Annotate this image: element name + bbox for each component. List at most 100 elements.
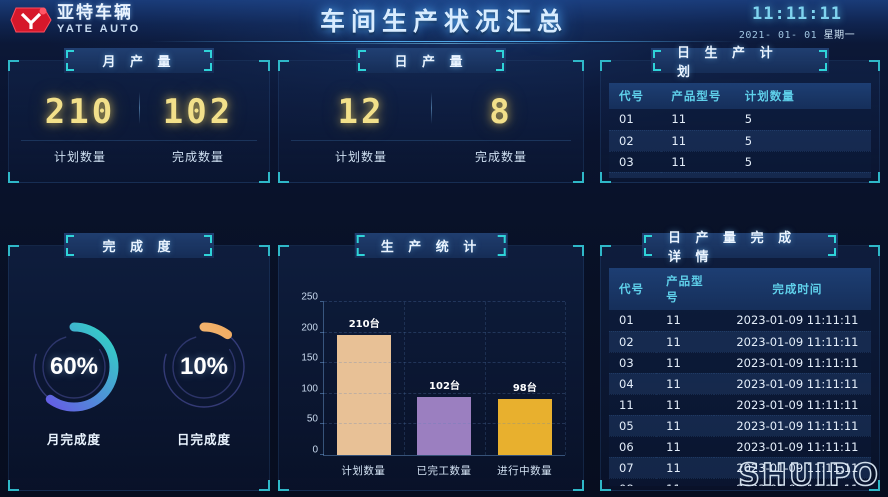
table-cell: 03 bbox=[609, 352, 657, 374]
table-cell: 2023-01-09 11:11:11 bbox=[713, 394, 871, 416]
table-cell: 11 bbox=[656, 352, 714, 374]
page-title: 车间生产状况汇总 bbox=[319, 7, 568, 36]
y-axis-tick-mark bbox=[320, 331, 324, 333]
x-axis-label: 进行中数量 bbox=[497, 465, 553, 477]
table-row[interactable]: 01 11 2023-01-09 11:11:11 bbox=[609, 310, 871, 332]
chart-bar[interactable]: 102台 bbox=[417, 381, 472, 455]
corner-bracket-icon bbox=[259, 245, 270, 256]
table-row[interactable]: 08112023-01-09 11:11:11 bbox=[609, 478, 871, 486]
title-corner-icon bbox=[358, 63, 366, 71]
chart-bar[interactable]: 98台 bbox=[497, 383, 552, 455]
title-corner-icon bbox=[653, 50, 661, 58]
daily-detail-table-head: 代号 产品型号 完成时间 bbox=[609, 268, 871, 310]
daily-detail-table-wrap[interactable]: 代号 产品型号 完成时间 01 11 2023-01-09 11:11:11 02 11… bbox=[609, 268, 871, 486]
table-cell: 02 bbox=[609, 331, 657, 353]
y-axis-tick-mark bbox=[320, 454, 324, 455]
table-cell: 06 bbox=[609, 436, 657, 458]
daily-plan-table: 代号 产品型号 计划数量 01115021150311504115 bbox=[609, 83, 871, 178]
daily-completed-value: 8 bbox=[489, 91, 513, 132]
logo-text-en: YATE AUTO bbox=[57, 23, 141, 35]
daily-planned-value: 12 bbox=[337, 91, 385, 132]
table-row[interactable]: 11 11 2023-01-09 11:11:11 bbox=[609, 394, 871, 416]
title-corner-icon bbox=[497, 248, 506, 256]
corner-bracket-icon bbox=[600, 245, 611, 256]
table-cell: 03 bbox=[609, 151, 662, 173]
table-cell: 2023-01-09 11:11:11 bbox=[713, 310, 871, 332]
header-divider-line-secondary bbox=[300, 43, 590, 44]
logo-text: 亚特车辆 YATE AUTO bbox=[57, 5, 141, 35]
panel-daily-plan-title-text: 日 生 产 计 划 bbox=[677, 45, 778, 80]
panel-completion-body: 60% 月完成度 10% 日完成度 bbox=[8, 245, 270, 491]
title-corner-icon bbox=[828, 248, 836, 256]
panel-production-stats-title: 生 产 统 计 bbox=[354, 233, 508, 258]
panel-daily-detail-body: 代号 产品型号 完成时间 01 11 2023-01-09 11:11:11 02 11… bbox=[600, 245, 880, 491]
table-cell: 04 bbox=[609, 172, 662, 178]
panel-daily-detail-title-text: 日 产 量 完 成 详 情 bbox=[668, 230, 797, 265]
daily-planned-value-cell: 12 bbox=[291, 92, 431, 132]
table-row[interactable]: 03 11 2023-01-09 11:11:11 bbox=[609, 352, 871, 374]
vertical-divider bbox=[139, 92, 140, 125]
title-corner-icon bbox=[644, 248, 652, 256]
table-row[interactable]: 02 11 5 bbox=[609, 130, 871, 152]
corner-bracket-icon bbox=[600, 480, 611, 491]
table-row[interactable]: 04115 bbox=[609, 172, 871, 178]
table-cell: 11 bbox=[661, 109, 735, 131]
chart-bar[interactable]: 210台 bbox=[337, 319, 392, 455]
title-corner-icon bbox=[66, 63, 74, 71]
y-axis-tick-mark bbox=[320, 301, 324, 302]
table-cell: 2023-01-09 11:11:11 bbox=[713, 415, 871, 437]
table-cell: 11 bbox=[656, 436, 714, 458]
logo-text-cn: 亚特车辆 bbox=[57, 3, 133, 23]
table-row[interactable]: 05 11 2023-01-09 11:11:11 bbox=[609, 415, 871, 437]
table-cell: 5 bbox=[734, 151, 871, 173]
table-row[interactable]: 06 11 2023-01-09 11:11:11 bbox=[609, 436, 871, 458]
daily-completed-value-cell: 8 bbox=[431, 92, 571, 132]
gauge-label: 月完成度 bbox=[46, 431, 101, 447]
gauge-value: 10% bbox=[179, 352, 229, 380]
table-cell: 2023-01-09 11:11:11 bbox=[713, 331, 871, 353]
table-cell: 11 bbox=[656, 457, 714, 479]
y-axis-tick-label: 0 bbox=[312, 444, 318, 456]
panel-monthly-output-title-text: 月 产 量 bbox=[102, 55, 176, 70]
clock-date-value: 2021- 01- 01 bbox=[738, 30, 818, 41]
table-row[interactable]: 03 11 5 bbox=[609, 151, 871, 173]
table-cell: 01 bbox=[609, 310, 657, 332]
panel-daily-plan: 代号 产品型号 计划数量 01115021150311504115 日 生 产 … bbox=[600, 46, 880, 183]
table-cell: 04 bbox=[609, 373, 657, 395]
table-row[interactable]: 07 11 2023-01-09 11:11:11 bbox=[609, 457, 871, 479]
corner-bracket-icon bbox=[573, 60, 584, 71]
company-logo: 亚特车辆 YATE AUTO bbox=[10, 5, 141, 35]
daily-detail-table: 代号 产品型号 完成时间 01 11 2023-01-09 11:11:11 02 11… bbox=[609, 268, 871, 486]
completion-gauges: 60% 月完成度 10% 日完成度 bbox=[9, 280, 269, 484]
panel-daily-detail: 代号 产品型号 完成时间 01 11 2023-01-09 11:11:11 02 11… bbox=[600, 231, 880, 491]
panel-daily-plan-body: 代号 产品型号 计划数量 01115021150311504115 bbox=[600, 60, 880, 183]
gauge-label: 日完成度 bbox=[176, 431, 231, 447]
x-axis-label: 计划数量 bbox=[341, 465, 386, 477]
title-corner-icon bbox=[356, 235, 365, 243]
table-cell: 02 bbox=[609, 130, 662, 152]
monthly-completed-label: 完成数量 bbox=[171, 150, 224, 164]
table-cell: 11 bbox=[656, 478, 714, 486]
table-cell: 11 bbox=[656, 331, 714, 353]
corner-bracket-icon bbox=[278, 480, 289, 491]
table-row[interactable]: 01 11 5 bbox=[609, 109, 871, 131]
table-row[interactable]: 04 11 2023-01-09 11:11:11 bbox=[609, 373, 871, 395]
bar-value-label: 98台 bbox=[512, 383, 537, 395]
daily-plan-table-wrap[interactable]: 代号 产品型号 计划数量 01115021150311504115 bbox=[609, 83, 871, 178]
panel-completion-title: 完 成 度 bbox=[64, 233, 214, 258]
monthly-completed-value: 102 bbox=[162, 91, 234, 132]
title-corner-icon bbox=[828, 235, 836, 243]
daily-detail-table-body: 01 11 2023-01-09 11:11:11 02 11 2023-01-09 11… bbox=[609, 310, 871, 486]
corner-bracket-icon bbox=[259, 480, 270, 491]
title-corner-icon bbox=[204, 248, 212, 256]
corner-bracket-icon bbox=[869, 245, 880, 256]
corner-bracket-icon bbox=[600, 172, 611, 183]
column-header-model: 产品型号 bbox=[661, 83, 735, 109]
table-row[interactable]: 02 11 2023-01-09 11:11:11 bbox=[609, 331, 871, 353]
corner-bracket-icon bbox=[8, 60, 19, 71]
table-cell: 01 bbox=[609, 109, 662, 131]
grid-line-vertical bbox=[484, 302, 486, 455]
column-header-code: 代号 bbox=[609, 83, 662, 109]
monthly-planned-value-cell: 210 bbox=[21, 92, 139, 132]
panel-daily-output: 12 8 计划数量 完成数量 日 产 量 bbox=[278, 48, 584, 183]
